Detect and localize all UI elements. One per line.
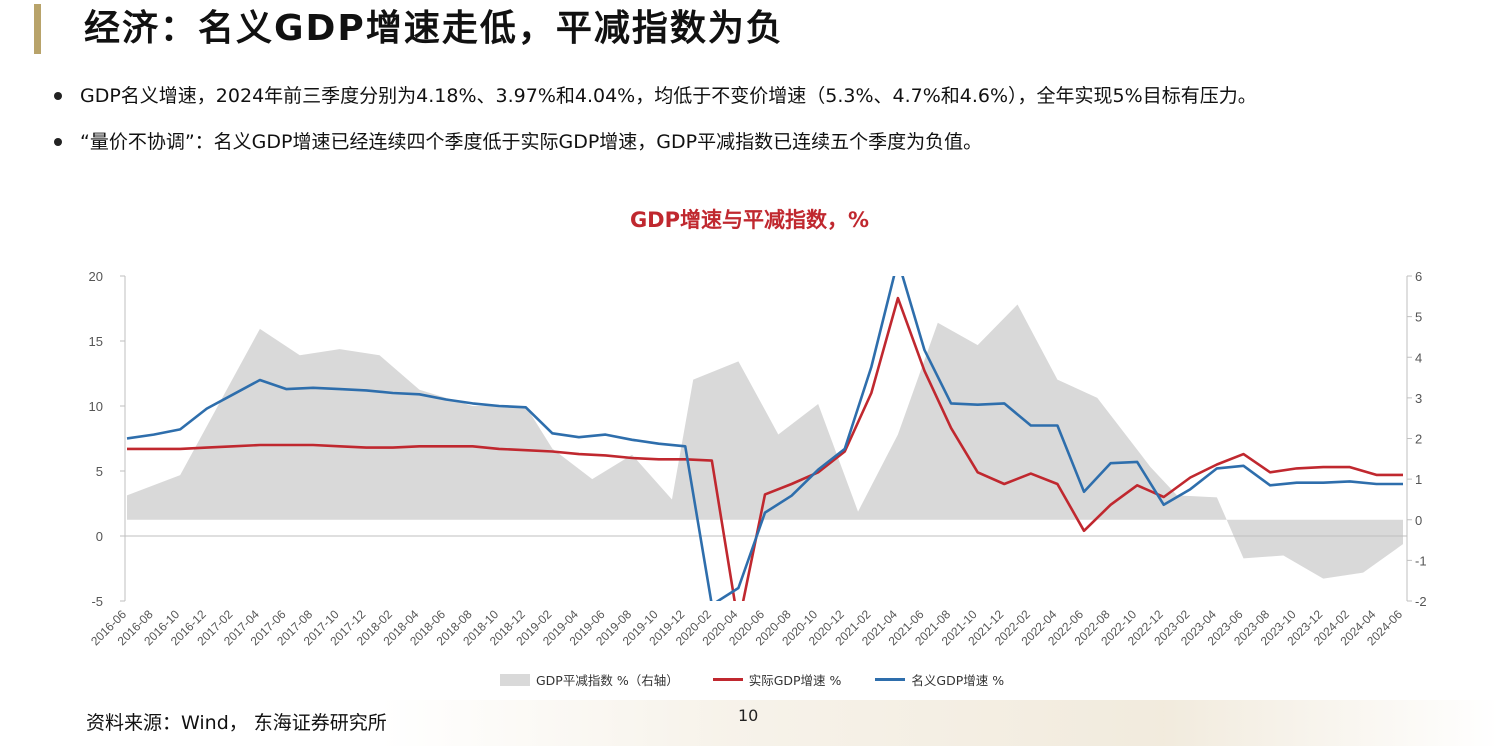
chart-legend: GDP平减指数 %（右轴） 实际GDP增速 % 名义GDP增速 % — [500, 670, 1004, 689]
legend-label: GDP平减指数 %（右轴） — [536, 673, 679, 688]
y-left-tick-label: -5 — [91, 594, 103, 609]
slide-title: 经济：名义GDP增速走低，平减指数为负 — [84, 8, 784, 49]
bullet-text: GDP名义增速，2024年前三季度分别为4.18%、3.97%和4.04%，均低… — [80, 85, 1257, 107]
y-left-tick-label: 0 — [96, 529, 103, 544]
page-number: 10 — [738, 706, 759, 725]
y-left-tick-label: 15 — [89, 334, 103, 349]
chart-title: GDP增速与平减指数，% — [629, 208, 870, 232]
legend-item-nominal-gdp: 名义GDP增速 % — [875, 670, 1004, 689]
gdp-chart: -505101520-2-101234562016-062016-082016-… — [88, 269, 1427, 648]
legend-label: 名义GDP增速 % — [911, 673, 1005, 688]
y-left-tick-label: 10 — [89, 399, 103, 414]
title-accent-bar — [34, 4, 41, 54]
y-left-tick-label: 5 — [96, 464, 103, 479]
y-right-tick-label: 0 — [1415, 513, 1422, 528]
y-right-tick-label: -2 — [1415, 594, 1427, 609]
y-right-tick-label: 1 — [1415, 472, 1422, 487]
legend-item-deflator: GDP平减指数 %（右轴） — [500, 670, 679, 689]
bullet-dot-icon — [54, 138, 62, 146]
deflator-area — [127, 304, 1403, 579]
legend-swatch-line — [875, 678, 906, 681]
y-right-tick-label: 5 — [1415, 310, 1422, 325]
legend-label: 实际GDP增速 % — [748, 673, 842, 688]
nominal-gdp-line — [126, 276, 1403, 601]
y-right-tick-label: 4 — [1415, 350, 1422, 365]
y-right-tick-label: 6 — [1415, 269, 1422, 284]
source-note: 资料来源：Wind， 东海证券研究所 — [86, 712, 387, 734]
bullet-list: GDP名义增速，2024年前三季度分别为4.18%、3.97%和4.04%，均低… — [54, 80, 1454, 172]
real-gdp-line — [127, 296, 1403, 601]
bullet-item: GDP名义增速，2024年前三季度分别为4.18%、3.97%和4.04%，均低… — [54, 80, 1454, 112]
bullet-item: “量价不协调”：名义GDP增速已经连续四个季度低于实际GDP增速，GDP平减指数… — [54, 126, 1454, 158]
bullet-dot-icon — [54, 92, 62, 100]
legend-item-real-gdp: 实际GDP增速 % — [712, 670, 842, 689]
y-left-tick-label: 20 — [89, 269, 103, 284]
bottom-decoration — [380, 700, 1499, 746]
legend-swatch-line — [712, 678, 743, 681]
bullet-text: “量价不协调”：名义GDP增速已经连续四个季度低于实际GDP增速，GDP平减指数… — [80, 131, 983, 153]
legend-swatch-area — [500, 673, 530, 686]
y-right-tick-label: -1 — [1415, 553, 1427, 568]
y-right-tick-label: 2 — [1415, 432, 1422, 447]
y-right-tick-label: 3 — [1415, 391, 1422, 406]
